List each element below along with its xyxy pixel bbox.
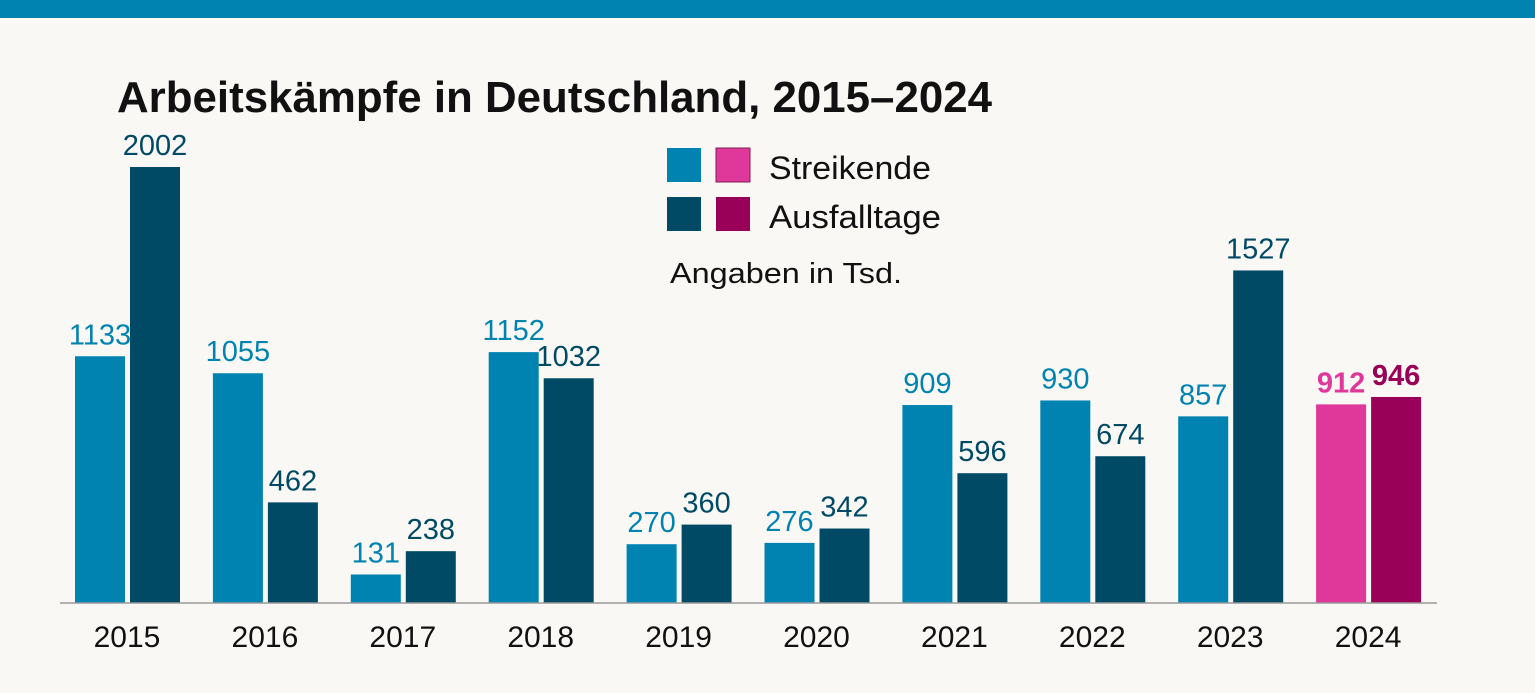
legend-swatch-streikende-2024 bbox=[715, 147, 751, 183]
x-tick-label-2023: 2023 bbox=[1197, 621, 1264, 654]
bar-streikende-2022 bbox=[1040, 400, 1091, 603]
bar-ausfalltage-2020 bbox=[819, 528, 870, 603]
x-tick-label-2020: 2020 bbox=[783, 621, 850, 654]
bar-ausfalltage-2021 bbox=[957, 473, 1008, 603]
data-label-ausfalltage-2015: 2002 bbox=[123, 130, 188, 162]
bar-streikende-2019 bbox=[626, 544, 677, 603]
x-tick-label-2022: 2022 bbox=[1059, 621, 1126, 654]
x-tick-label-2017: 2017 bbox=[369, 621, 436, 654]
legend-swatch-streikende bbox=[667, 148, 701, 182]
data-label-streikende-2016: 1055 bbox=[206, 336, 271, 368]
data-label-ausfalltage-2024: 946 bbox=[1372, 360, 1420, 392]
legend-label-ausfalltage: Ausfalltage bbox=[769, 199, 941, 235]
data-label-ausfalltage-2017: 238 bbox=[407, 514, 455, 546]
x-tick-label-2019: 2019 bbox=[645, 621, 712, 654]
bar-streikende-2015 bbox=[75, 356, 125, 603]
data-label-streikende-2021: 909 bbox=[903, 368, 951, 400]
data-label-ausfalltage-2016: 462 bbox=[269, 465, 317, 497]
bar-streikende-2021 bbox=[902, 405, 953, 603]
bar-ausfalltage-2015 bbox=[130, 167, 180, 603]
data-label-streikende-2024: 912 bbox=[1317, 367, 1365, 399]
data-label-ausfalltage-2022: 674 bbox=[1096, 419, 1144, 451]
bar-streikende-2020 bbox=[764, 542, 815, 603]
legend-swatch-ausfalltage bbox=[667, 197, 701, 231]
x-tick-label-2016: 2016 bbox=[232, 621, 299, 654]
bar-ausfalltage-2018 bbox=[543, 378, 594, 603]
bar-ausfalltage-2019 bbox=[681, 524, 732, 603]
legend-swatch-ausfalltage-2024 bbox=[716, 197, 750, 231]
x-tick-label-2024: 2024 bbox=[1335, 621, 1402, 654]
chart-title: Arbeitskämpfe in Deutschland, 2015–2024 bbox=[117, 73, 993, 122]
data-label-streikende-2022: 930 bbox=[1041, 363, 1089, 395]
bar-ausfalltage-2016 bbox=[267, 502, 318, 603]
data-label-ausfalltage-2018: 1032 bbox=[536, 341, 601, 373]
bar-streikende-2024 bbox=[1316, 404, 1367, 603]
data-label-ausfalltage-2021: 596 bbox=[958, 436, 1006, 468]
unit-note: Angaben in Tsd. bbox=[670, 258, 902, 290]
bar-ausfalltage-2017 bbox=[405, 551, 456, 603]
legend: Streikende Ausfalltage Angaben in Tsd. bbox=[667, 147, 941, 290]
x-tick-label-2018: 2018 bbox=[507, 621, 574, 654]
bar-streikende-2016 bbox=[212, 373, 263, 603]
data-label-streikende-2020: 276 bbox=[765, 506, 813, 538]
x-tick-label-2021: 2021 bbox=[921, 621, 988, 654]
bar-ausfalltage-2023 bbox=[1233, 270, 1284, 603]
bar-ausfalltage-2024 bbox=[1371, 396, 1422, 603]
data-label-streikende-2018: 1152 bbox=[483, 315, 545, 347]
bar-streikende-2018 bbox=[488, 352, 539, 603]
data-label-ausfalltage-2019: 360 bbox=[682, 488, 730, 520]
data-label-streikende-2023: 857 bbox=[1179, 379, 1227, 411]
top-accent-bar bbox=[0, 0, 1535, 18]
data-label-ausfalltage-2023: 1527 bbox=[1226, 233, 1291, 265]
data-label-ausfalltage-2020: 342 bbox=[820, 492, 868, 524]
x-tick-label-2015: 2015 bbox=[94, 621, 161, 654]
data-label-streikende-2019: 270 bbox=[627, 507, 675, 539]
bar-streikende-2017 bbox=[350, 574, 401, 603]
bar-streikende-2023 bbox=[1178, 416, 1229, 603]
data-label-streikende-2017: 131 bbox=[352, 537, 400, 569]
data-label-streikende-2015: 1133 bbox=[69, 319, 131, 351]
legend-label-streikende: Streikende bbox=[769, 150, 931, 186]
bar-ausfalltage-2022 bbox=[1095, 456, 1146, 603]
